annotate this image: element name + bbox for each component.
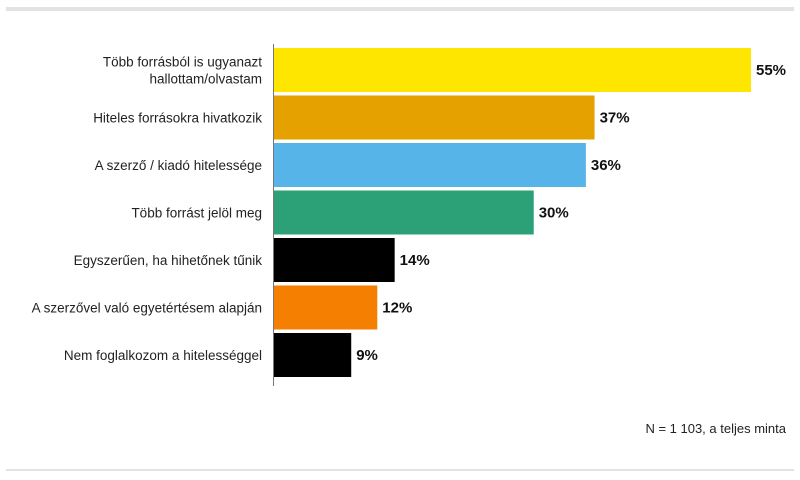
- top-rule: [6, 7, 794, 11]
- category-label-7-line-1: Nem foglalkozom a hitelességgel: [64, 348, 262, 363]
- bar-5: [273, 238, 395, 282]
- bars-group: [273, 48, 751, 377]
- category-label-1-line-1: Több forrásból is ugyanazt: [103, 55, 262, 70]
- value-label-5: 14%: [400, 252, 430, 269]
- value-label-1: 55%: [756, 62, 786, 79]
- bar-6: [273, 285, 378, 330]
- value-labels-group: 55% 37% 36% 30% 14% 12% 9%: [356, 62, 786, 364]
- bottom-rule: [6, 469, 794, 471]
- category-label-2: Hiteles forrásokra hivatkozik: [93, 111, 262, 126]
- category-label-5: Egyszerűen, ha hihetőnek tűnik: [74, 253, 263, 268]
- bar-4: [273, 190, 534, 235]
- category-label-4: Több forrást jelöl meg: [131, 206, 262, 221]
- value-label-6: 12%: [382, 300, 412, 317]
- category-label-1-line-2: hallottam/olvastam: [149, 72, 262, 87]
- value-label-4: 30%: [539, 205, 569, 222]
- bar-3: [273, 143, 586, 187]
- category-label-2-line-1: Hiteles forrásokra hivatkozik: [93, 111, 262, 126]
- category-label-7: Nem foglalkozom a hitelességgel: [64, 348, 262, 363]
- bar-1: [273, 48, 751, 92]
- value-label-3: 36%: [591, 157, 621, 174]
- category-label-1: Több forrásból is ugyanazt hallottam/olva…: [103, 55, 262, 87]
- sample-note: N = 1 103, a teljes minta: [645, 421, 786, 436]
- category-label-6: A szerzővel való egyetértésem alapján: [32, 301, 262, 316]
- category-label-5-line-1: Egyszerűen, ha hihetőnek tűnik: [74, 253, 263, 268]
- category-label-3: A szerző / kiadó hitelessége: [95, 158, 262, 173]
- category-label-6-line-1: A szerzővel való egyetértésem alapján: [32, 301, 262, 316]
- bar-2: [273, 95, 595, 140]
- category-label-3-line-1: A szerző / kiadó hitelessége: [95, 158, 262, 173]
- category-labels-group: Több forrásból is ugyanazt hallottam/olva…: [32, 55, 263, 364]
- value-label-7: 9%: [356, 347, 378, 364]
- value-label-2: 37%: [600, 110, 630, 127]
- bar-7: [273, 333, 352, 377]
- category-label-4-line-1: Több forrást jelöl meg: [131, 206, 262, 221]
